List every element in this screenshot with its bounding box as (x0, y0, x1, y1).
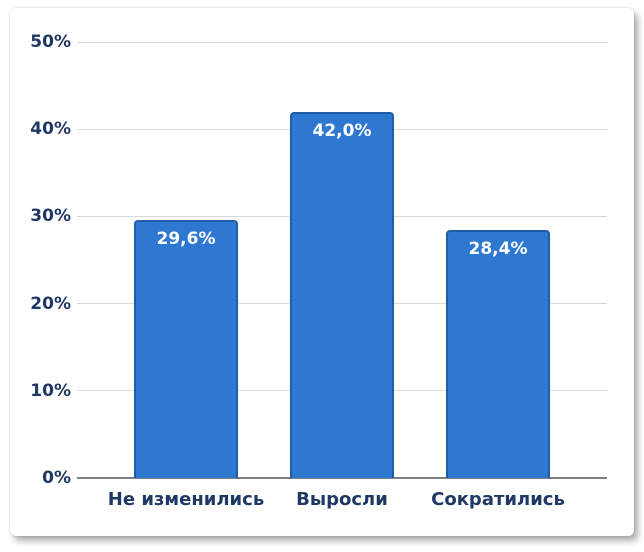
category-label-2: Выросли (296, 489, 388, 510)
category-label-3: Сократились (431, 489, 565, 510)
gridline-50 (77, 41, 607, 43)
y-tick-label-0: 0% (42, 468, 71, 488)
y-tick-label-50: 50% (30, 32, 71, 52)
bar-3: 28,4% (446, 230, 550, 478)
y-tick-label-10: 10% (30, 380, 71, 401)
y-tick-label-40: 40% (30, 119, 71, 140)
y-tick-label-30: 30% (30, 206, 71, 227)
bar-value-label-3: 28,4% (468, 239, 528, 260)
bar-value-label-2: 42,0% (312, 120, 372, 141)
category-label-1: Не изменились (107, 489, 265, 510)
bar-2: 42,0% (290, 111, 394, 478)
plot-area: 0% 10% 20% 30% 40% 50% 29,6% Не изменились 42,0%… (30, 32, 607, 510)
y-tick-label-20: 20% (30, 293, 71, 314)
chart-card: 0% 10% 20% 30% 40% 50% 29,6% Не изменились 42,0%… (10, 8, 634, 536)
x-axis-line (77, 477, 607, 479)
bar-1: 29,6% (134, 219, 238, 478)
bar-value-label-1: 29,6% (156, 228, 216, 249)
